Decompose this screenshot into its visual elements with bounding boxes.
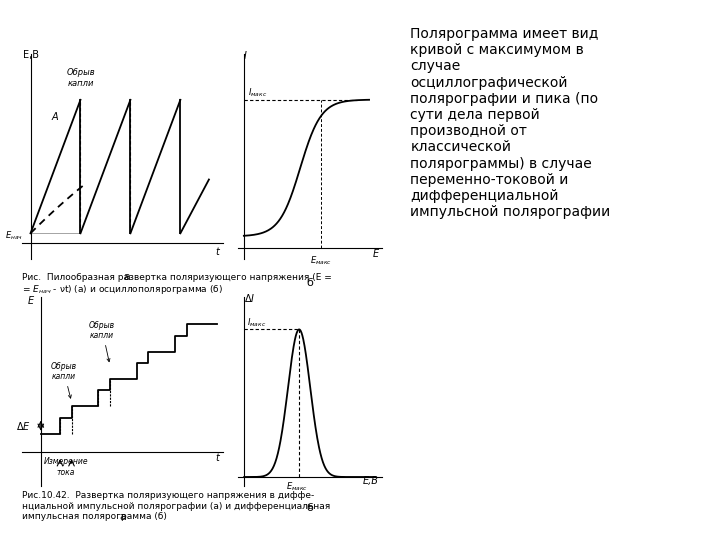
Text: $I_{макс}$: $I_{макс}$ — [248, 86, 267, 98]
Text: Измерение
тока: Измерение тока — [43, 457, 88, 477]
Text: Полярограмма имеет вид
кривой с максимумом в
случае
осциллографической
полярогра: Полярограмма имеет вид кривой с максимум… — [410, 27, 611, 219]
Text: б: б — [306, 278, 313, 288]
Text: Обрыв
капли: Обрыв капли — [51, 362, 77, 398]
Text: $E_{нач}$: $E_{нач}$ — [6, 229, 23, 241]
Text: E: E — [373, 249, 379, 259]
Text: а: а — [123, 272, 130, 282]
Text: $E_{макс}$: $E_{макс}$ — [286, 481, 307, 493]
Text: I: I — [244, 51, 247, 60]
Text: E,B: E,B — [23, 50, 40, 60]
Text: Обрыв
капли: Обрыв капли — [66, 69, 95, 88]
Text: A: A — [52, 112, 58, 122]
Text: E,B: E,B — [363, 476, 379, 486]
Text: $\Delta E$: $\Delta E$ — [17, 420, 31, 431]
Text: t: t — [216, 247, 220, 257]
Text: а: а — [119, 512, 126, 522]
Text: t: t — [215, 453, 220, 463]
Text: E: E — [27, 296, 34, 306]
Text: $E_{макс}$: $E_{макс}$ — [310, 255, 333, 267]
Text: Рис.10.42.  Развертка поляризующего напряжения в диффе-
нциальной импульсной пол: Рис.10.42. Развертка поляризующего напря… — [22, 491, 330, 521]
Text: б: б — [306, 503, 313, 512]
Text: Обрыв
капли: Обрыв капли — [89, 321, 115, 362]
Text: $\Delta I$: $\Delta I$ — [244, 292, 256, 305]
Text: $I_{макс}$: $I_{макс}$ — [247, 317, 266, 329]
Text: Рис.  Пилообразная развертка поляризующего напряжения (E =
= $E_{нач}$ - νt) (а): Рис. Пилообразная развертка поляризующег… — [22, 273, 331, 296]
